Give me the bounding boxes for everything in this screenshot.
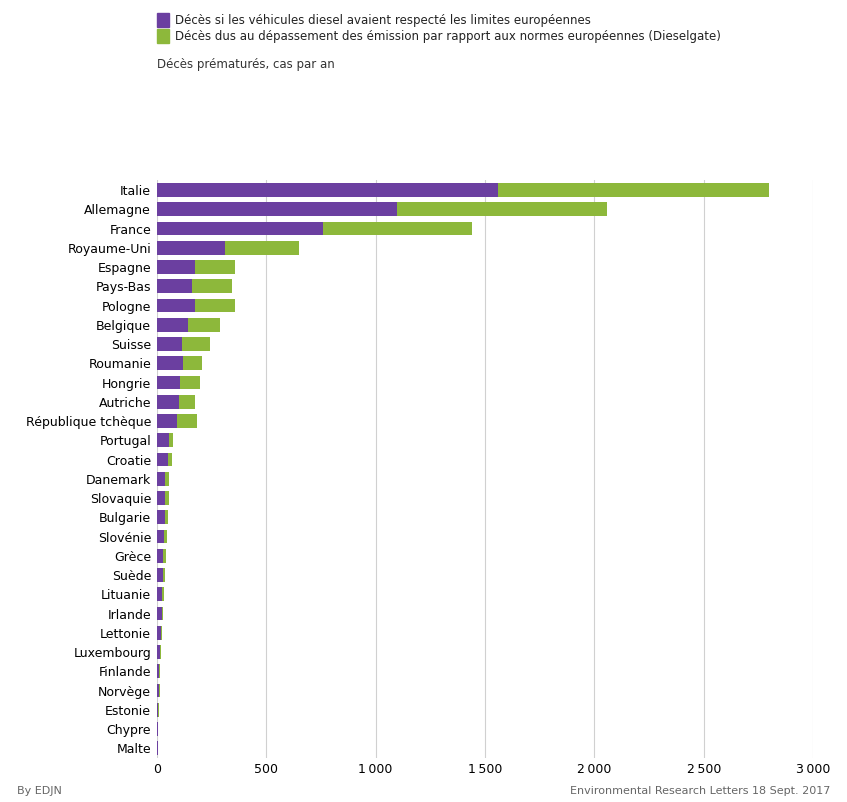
Bar	[157, 298, 195, 313]
Bar	[157, 664, 159, 678]
Bar	[157, 549, 163, 563]
Bar	[157, 414, 178, 428]
Bar	[160, 645, 161, 659]
Bar	[195, 260, 235, 274]
Bar	[165, 491, 169, 505]
Bar	[157, 356, 183, 371]
Bar	[224, 241, 299, 255]
Bar	[188, 318, 220, 332]
Bar	[157, 606, 162, 621]
Bar	[157, 587, 162, 602]
Bar	[164, 529, 167, 544]
Bar	[157, 491, 165, 505]
Bar	[157, 337, 182, 351]
Bar	[163, 568, 165, 582]
Text: By EDJN: By EDJN	[17, 786, 62, 796]
Bar	[191, 279, 232, 294]
Bar	[169, 433, 173, 448]
Bar	[157, 722, 158, 736]
Bar	[161, 626, 162, 640]
Bar	[157, 568, 163, 582]
Bar	[165, 472, 169, 486]
Bar	[157, 433, 169, 448]
Bar	[397, 202, 607, 217]
Bar	[157, 318, 188, 332]
Bar	[163, 549, 166, 563]
Bar	[162, 587, 164, 602]
Bar	[157, 472, 165, 486]
Bar	[183, 356, 202, 371]
Bar	[498, 183, 769, 197]
Bar	[157, 626, 161, 640]
Bar	[157, 529, 164, 544]
Bar	[157, 395, 179, 409]
Bar	[157, 221, 323, 236]
Text: Décès si les véhicules diesel avaient respecté les limites européennes: Décès si les véhicules diesel avaient re…	[175, 14, 591, 26]
Bar	[178, 414, 197, 428]
Bar	[195, 298, 235, 313]
Bar	[157, 683, 159, 698]
Bar	[157, 260, 195, 274]
Bar	[157, 375, 180, 390]
Bar	[157, 202, 397, 217]
Bar	[157, 703, 158, 717]
Text: Décès dus au dépassement des émission par rapport aux normes européennes (Diesel: Décès dus au dépassement des émission pa…	[175, 30, 721, 43]
Bar	[323, 221, 472, 236]
Bar	[157, 510, 164, 525]
Bar	[157, 741, 158, 755]
Bar	[162, 606, 163, 621]
Text: Environmental Research Letters 18 Sept. 2017: Environmental Research Letters 18 Sept. …	[570, 786, 830, 796]
Bar	[168, 452, 172, 467]
Bar	[157, 183, 498, 197]
Bar	[157, 645, 160, 659]
Bar	[164, 510, 168, 525]
Bar	[180, 375, 201, 390]
Bar	[182, 337, 210, 351]
Bar	[179, 395, 195, 409]
Text: Décès prématurés, cas par an: Décès prématurés, cas par an	[157, 58, 335, 71]
Bar	[157, 452, 168, 467]
Bar	[157, 279, 191, 294]
Bar	[157, 241, 224, 255]
